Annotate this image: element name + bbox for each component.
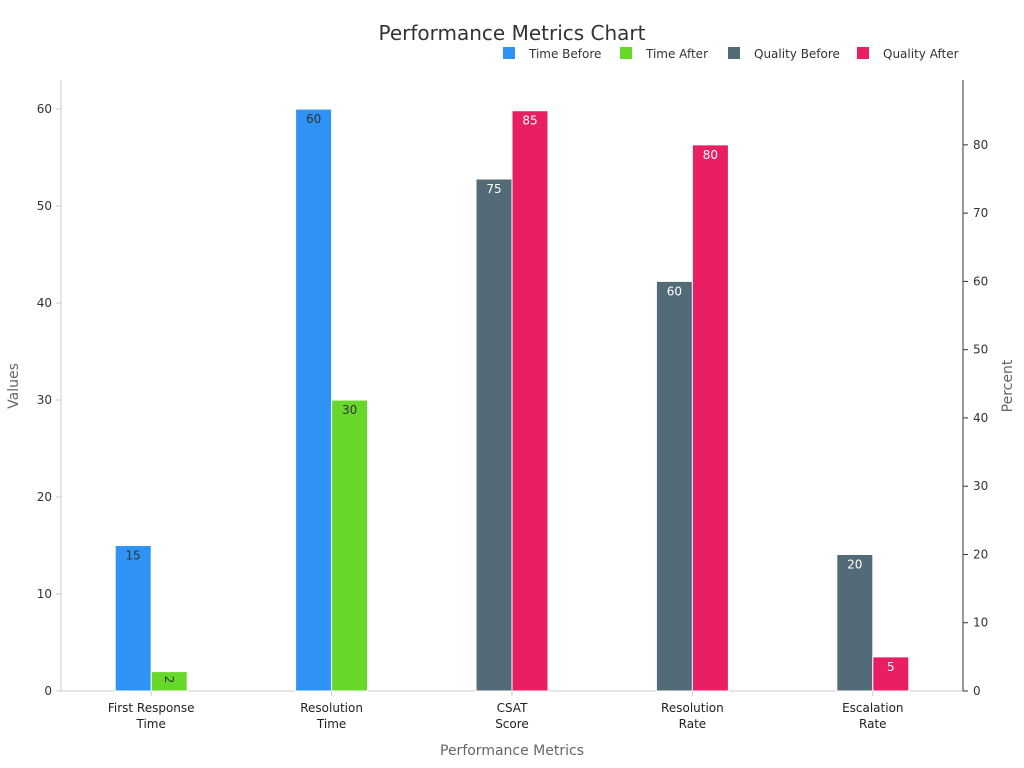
legend-label: Quality Before [754, 47, 840, 61]
x-tick-label: Time [316, 717, 346, 731]
y-tick-label: 60 [37, 102, 52, 116]
category-labels: First Response Time Resolution Time CSAT Scor… [108, 691, 904, 731]
y-tick-label: 0 [44, 684, 52, 698]
bar-time-before [295, 108, 333, 692]
y2-tick-label: 0 [973, 684, 981, 698]
y2-tick-label: 10 [973, 616, 988, 630]
data-label: 85 [522, 114, 537, 128]
legend-label: Time Before [528, 47, 601, 61]
y2-tick-label: 60 [973, 274, 988, 288]
data-label: 5 [887, 660, 895, 674]
y-tick-label: 20 [37, 490, 52, 504]
legend-swatch [728, 47, 740, 59]
data-label: 2 [162, 676, 176, 684]
y-tick-label: 30 [37, 393, 52, 407]
data-label: 60 [667, 284, 682, 298]
x-tick-label: Time [136, 717, 166, 731]
data-label: 15 [126, 549, 141, 563]
x-tick-label: Resolution [661, 701, 724, 715]
y2-tick-label: 30 [973, 479, 988, 493]
bars: 15 2 60 30 75 85 60 80 20 5 [114, 108, 910, 692]
legend-swatch [503, 47, 515, 59]
bar-quality-before [655, 280, 693, 692]
data-label: 75 [486, 182, 501, 196]
data-label: 30 [342, 403, 357, 417]
y2-tick-label: 70 [973, 206, 988, 220]
x-tick-label: First Response [108, 701, 195, 715]
bar-quality-after [872, 656, 910, 692]
x-tick-label: Escalation [842, 701, 903, 715]
bar-quality-before [475, 178, 513, 692]
legend-swatch [620, 47, 632, 59]
data-label: 80 [703, 148, 718, 162]
bar-time-after [331, 399, 369, 692]
bar-quality-after [691, 144, 729, 692]
y2-axis-label: Percent [1000, 359, 1016, 412]
data-label: 60 [306, 112, 321, 126]
x-tick-label: Score [495, 717, 529, 731]
bar-quality-before [836, 553, 874, 692]
y-tick-label: 10 [37, 587, 52, 601]
bar-time-before [114, 545, 152, 692]
legend: Time Before Time After Quality Before Quali… [503, 47, 959, 61]
bar-quality-after [511, 110, 549, 692]
y2-tick-label: 50 [973, 343, 988, 357]
axes: 0 10 20 30 40 50 60 0 10 20 30 40 50 60 70 80 [37, 80, 988, 698]
y2-tick-label: 40 [973, 411, 988, 425]
legend-label: Quality After [883, 47, 959, 61]
y2-tick-label: 80 [973, 138, 988, 152]
y-axis-label: Values [6, 363, 22, 409]
legend-label: Time After [645, 47, 708, 61]
y2-tick-label: 20 [973, 547, 988, 561]
y-tick-label: 40 [37, 296, 52, 310]
data-label: 20 [847, 557, 862, 571]
x-tick-label: Rate [859, 717, 887, 731]
x-tick-label: CSAT [497, 701, 528, 715]
bar-time-after [150, 671, 188, 692]
chart-title: Performance Metrics Chart [378, 21, 645, 45]
x-tick-label: Rate [679, 717, 707, 731]
legend-swatch [857, 47, 869, 59]
x-axis-label: Performance Metrics [440, 743, 584, 759]
x-tick-label: Resolution [300, 701, 363, 715]
y-tick-label: 50 [37, 199, 52, 213]
